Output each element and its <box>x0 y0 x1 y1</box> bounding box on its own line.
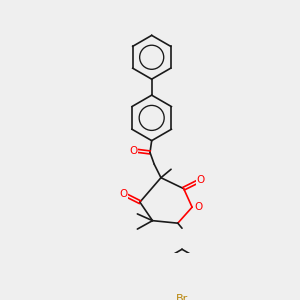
Text: O: O <box>196 175 205 185</box>
Text: O: O <box>194 202 202 212</box>
Text: O: O <box>129 146 137 156</box>
Text: O: O <box>119 189 127 199</box>
Text: Br: Br <box>176 294 188 300</box>
